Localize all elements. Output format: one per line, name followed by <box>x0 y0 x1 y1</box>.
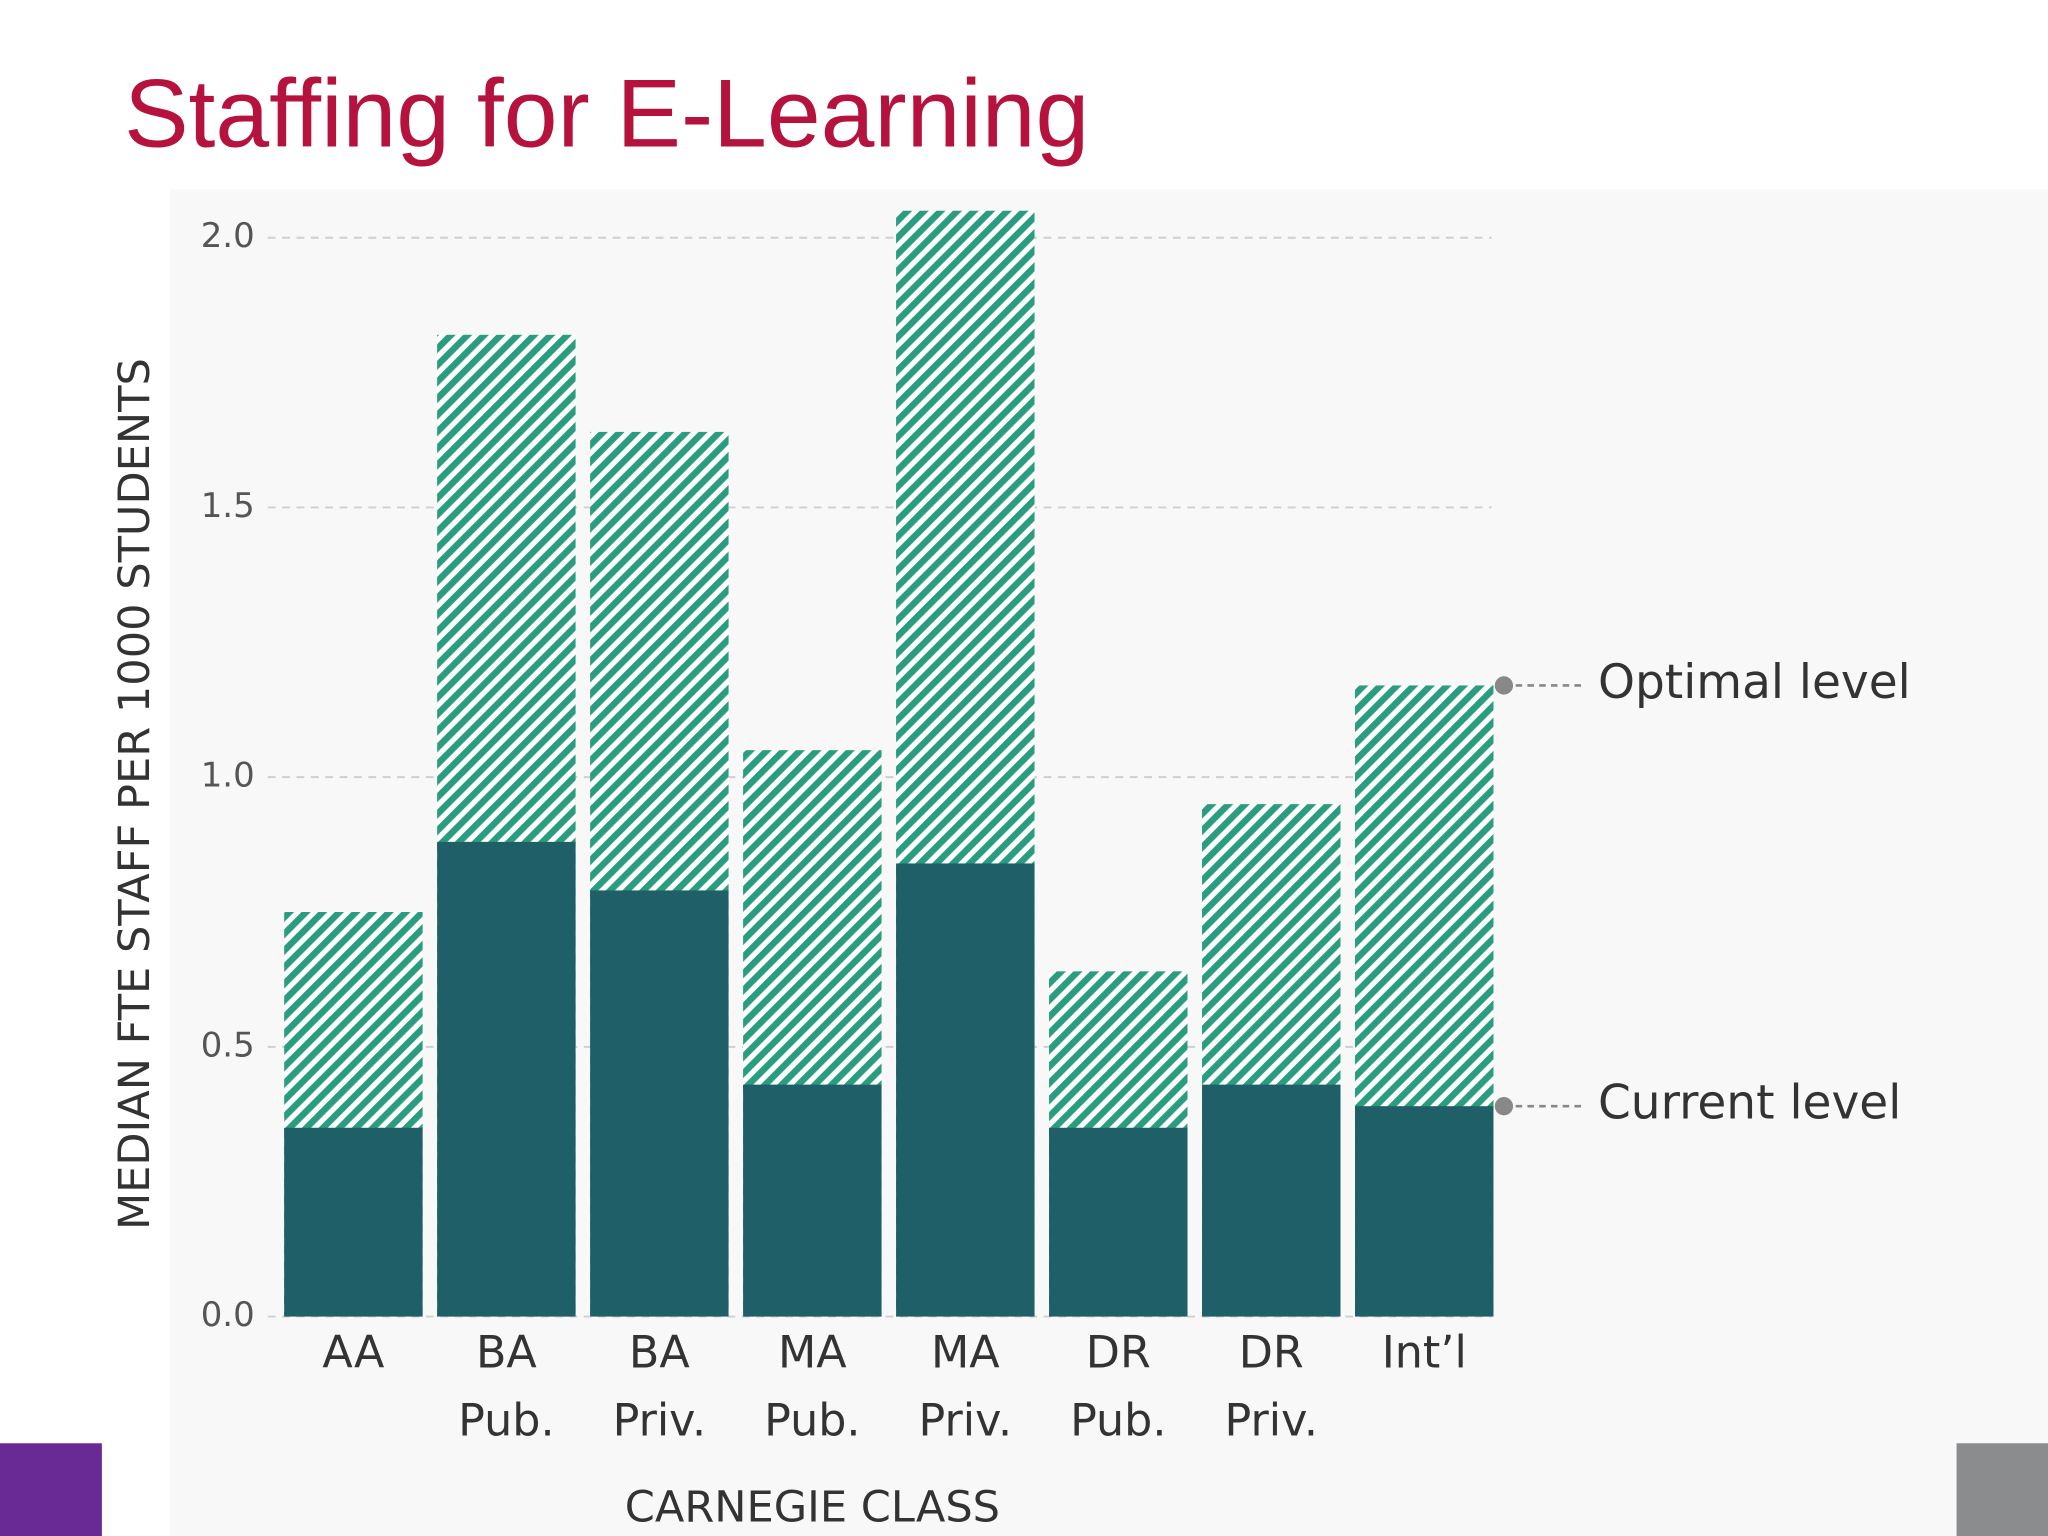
x-axis-label: CARNEGIE CLASS <box>625 1483 1000 1533</box>
current-bar <box>284 1127 423 1317</box>
current-bar <box>437 841 576 1317</box>
y-axis-label: MEDIAN FTE STAFF PER 1000 STUDENTS <box>110 358 160 1230</box>
current-bar <box>590 890 729 1317</box>
annotation-label: Current level <box>1598 1076 1901 1131</box>
x-tick-label: Pub. <box>1070 1395 1166 1446</box>
y-tick-label: 0.5 <box>201 1025 255 1065</box>
y-tick-label: 1.0 <box>201 756 255 796</box>
current-bar <box>1049 1127 1188 1317</box>
x-tick-label: AA <box>322 1328 384 1379</box>
x-tick-label: DR <box>1239 1328 1304 1379</box>
annotation-dot <box>1494 1097 1514 1116</box>
corner-decoration <box>0 1443 102 1536</box>
chart-title: Staffing for E-Learning <box>124 60 1089 167</box>
x-tick-label: Priv. <box>1225 1395 1319 1446</box>
y-tick-label: 0.0 <box>201 1295 255 1335</box>
current-bar <box>743 1084 882 1317</box>
y-tick-label: 2.0 <box>201 216 255 256</box>
current-bar <box>1202 1084 1341 1317</box>
x-tick-label: Priv. <box>919 1395 1013 1446</box>
x-tick-label: MA <box>931 1328 1000 1379</box>
x-tick-label: BA <box>629 1328 690 1379</box>
x-tick-label: Priv. <box>613 1395 707 1446</box>
annotation-label: Optimal level <box>1598 655 1911 710</box>
annotation-dot <box>1494 676 1514 695</box>
x-tick-label: Int’l <box>1382 1328 1467 1379</box>
x-tick-label: Pub. <box>458 1395 554 1446</box>
x-tick-label: Pub. <box>764 1395 860 1446</box>
corner-decoration <box>1956 1443 2048 1536</box>
x-tick-label: BA <box>476 1328 537 1379</box>
current-bar <box>1355 1106 1494 1317</box>
x-tick-label: MA <box>778 1328 847 1379</box>
current-bar <box>896 863 1035 1317</box>
y-tick-label: 1.5 <box>201 486 255 526</box>
x-tick-label: DR <box>1086 1328 1151 1379</box>
